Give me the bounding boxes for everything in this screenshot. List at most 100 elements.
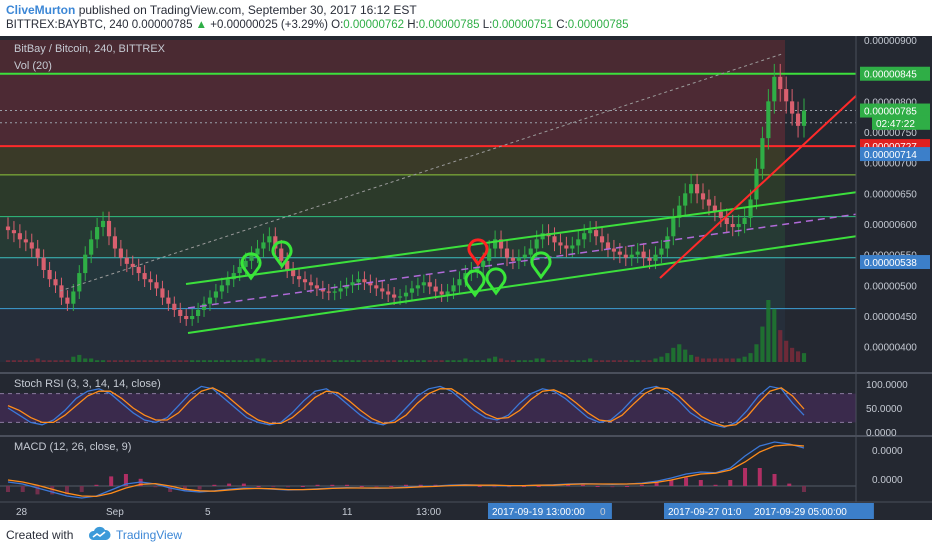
volume-bar — [5, 360, 11, 362]
volume-bar — [326, 360, 331, 362]
volume-bar — [487, 358, 492, 362]
candle — [374, 285, 379, 289]
chart-svg[interactable]: 0.000009000.000008500.000008000.00000750… — [0, 36, 932, 520]
candle — [344, 285, 349, 289]
candle — [47, 270, 52, 280]
time-tick-label: 2017-09-27 01:0 — [668, 507, 742, 518]
volume-bar — [225, 360, 230, 362]
candle — [368, 282, 373, 286]
candle — [421, 282, 426, 286]
candle — [801, 110, 807, 126]
candle — [356, 279, 361, 283]
volume-bar — [469, 360, 474, 362]
volume-bar — [184, 360, 189, 362]
candle — [439, 291, 444, 295]
red-trendline[interactable] — [659, 94, 858, 279]
volume-bar — [77, 354, 82, 362]
volume-bar — [53, 360, 58, 362]
volume-bar — [641, 360, 646, 362]
volume-bar — [160, 360, 165, 362]
candle — [415, 285, 420, 289]
candle — [766, 101, 771, 139]
volume-bar — [296, 360, 302, 362]
macd-histogram-bar — [64, 486, 69, 495]
candle — [59, 285, 64, 298]
buy-marker-icon[interactable] — [464, 269, 486, 298]
candle — [160, 288, 165, 298]
volume-bar — [498, 358, 504, 362]
volume-bar — [748, 353, 753, 362]
chart-area[interactable]: 0.000009000.000008500.000008000.00000750… — [0, 36, 932, 520]
candle — [665, 236, 670, 249]
buy-marker-icon[interactable] — [240, 252, 262, 281]
publish-info: published on TradingView.com, September … — [78, 3, 417, 17]
volume-bar — [403, 360, 409, 362]
time-highlight — [750, 503, 874, 519]
buy-marker-icon[interactable] — [485, 267, 507, 296]
price-tag — [860, 147, 930, 162]
channel-upper-line[interactable] — [185, 191, 858, 285]
macd-histogram-bar — [625, 486, 630, 487]
publish-header: CliveMurton published on TradingView.com… — [6, 3, 417, 17]
channel-lower-line[interactable] — [187, 235, 858, 334]
candle — [124, 257, 129, 264]
high-label: H: — [407, 19, 419, 31]
volume-bar — [201, 360, 207, 362]
volume-bar — [766, 300, 771, 362]
candle — [522, 254, 527, 258]
macd-histogram-bar — [669, 480, 674, 486]
time-tick-label: 5 — [205, 507, 211, 518]
candle — [641, 251, 646, 258]
candle — [694, 184, 700, 194]
macd-histogram-bar — [359, 486, 364, 487]
volume-bar — [380, 360, 385, 362]
candle — [130, 263, 135, 267]
macd-histogram-bar — [345, 484, 350, 486]
candle — [724, 217, 729, 224]
volume-bar — [118, 360, 123, 362]
volume-label: Vol (20) — [14, 60, 52, 72]
candle — [736, 224, 741, 228]
macd-histogram-bar — [595, 486, 600, 487]
sell-marker-icon[interactable] — [467, 238, 489, 267]
candle — [326, 291, 331, 293]
volume-bar — [267, 360, 272, 362]
volume-bar — [671, 347, 676, 362]
volume-bar — [582, 360, 587, 362]
volume-bar — [279, 360, 284, 362]
volume-bar — [249, 360, 254, 362]
price-tick-label: 0.00000500 — [864, 281, 917, 292]
volume-bar — [605, 360, 611, 362]
candle — [142, 273, 147, 280]
volume-bar — [219, 360, 224, 362]
candle — [65, 297, 70, 304]
candle — [778, 76, 783, 90]
buy-marker-icon[interactable] — [530, 251, 552, 280]
volume-bar — [445, 360, 450, 362]
candle — [588, 230, 593, 234]
candle — [243, 260, 248, 267]
candle — [795, 113, 801, 126]
volume-bar — [23, 360, 28, 362]
tradingview-link[interactable]: TradingView — [116, 528, 183, 542]
volume-bar — [350, 360, 355, 362]
stoch-k-line — [7, 385, 805, 428]
macd-histogram-bar — [580, 484, 585, 486]
time-highlight — [488, 503, 612, 519]
volume-bar — [392, 360, 397, 362]
time-highlight — [664, 503, 764, 519]
volume-bar — [623, 360, 628, 362]
candle — [184, 316, 189, 320]
macd-histogram-bar — [610, 486, 615, 488]
time-tick-label: 0 — [600, 507, 606, 518]
author-link[interactable]: CliveMurton — [6, 3, 76, 17]
candle — [647, 257, 652, 261]
candle — [338, 288, 343, 292]
buy-marker-icon[interactable] — [271, 240, 293, 269]
candle — [320, 288, 325, 292]
volume-bar — [504, 360, 510, 362]
macd-histogram-bar — [389, 486, 394, 487]
volume-bar — [736, 358, 741, 362]
volume-bar — [397, 360, 403, 362]
price-tag-label: 0.00000845 — [864, 70, 917, 81]
